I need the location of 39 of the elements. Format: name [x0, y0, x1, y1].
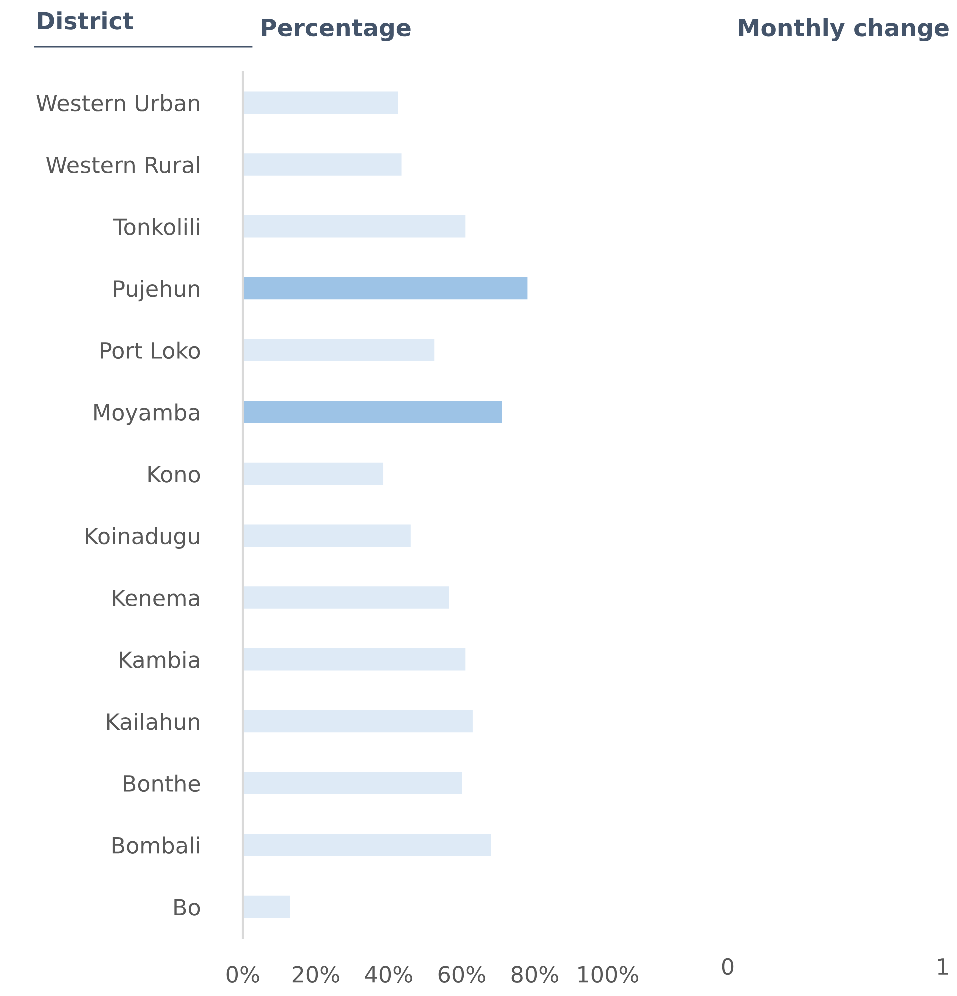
- x-tick-label: 40%: [365, 966, 412, 983]
- x-tick-label: 0%: [226, 966, 260, 983]
- y-tick-label: Kailahun: [107, 713, 200, 730]
- bar: [243, 401, 502, 424]
- bar: [243, 710, 473, 733]
- x-tick-label: 60%: [438, 966, 486, 983]
- bar: [243, 834, 492, 856]
- bar: [243, 586, 450, 609]
- bar: [243, 154, 402, 176]
- y-tick-label: Kambia: [120, 651, 200, 668]
- y-tick-label: Western Urban: [36, 94, 200, 112]
- y-tick-label: Port Loko: [101, 342, 200, 360]
- y-tick-label: Bombali: [112, 836, 200, 854]
- bar: [243, 896, 290, 918]
- chart-title: Percentage: [262, 19, 411, 42]
- x-tick-label: 20%: [292, 966, 340, 983]
- text: 1: [938, 958, 948, 975]
- bar: [243, 772, 462, 794]
- x-tick-label: 100%: [578, 966, 639, 983]
- y-tick-label: Koinadugu: [86, 527, 200, 549]
- y-tick-label: Kenema: [113, 590, 200, 607]
- bar: [243, 462, 384, 486]
- bar: [243, 648, 466, 671]
- bar: [243, 524, 411, 548]
- x-tick-label: 80%: [512, 966, 558, 983]
- y-tick-label: Western Rural: [46, 156, 200, 174]
- bar: [243, 92, 398, 114]
- y-tick-label: Bonthe: [124, 774, 200, 792]
- bar: [243, 339, 435, 362]
- y-axis-title: District: [38, 12, 134, 30]
- bar: [243, 277, 528, 300]
- bar: [243, 216, 466, 238]
- y-tick-label: Pujehun: [114, 280, 200, 302]
- y-tick-label: Moyamba: [94, 404, 200, 426]
- text: Monthly change: [739, 18, 949, 42]
- text: 0: [722, 958, 734, 976]
- y-tick-label: Tonkolili: [113, 218, 200, 236]
- y-tick-label: Bo: [174, 899, 200, 916]
- y-tick-label: Kono: [148, 466, 200, 483]
